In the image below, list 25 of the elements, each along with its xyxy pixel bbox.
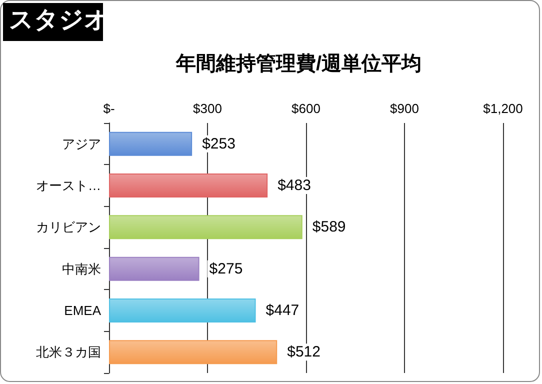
x-tick-label: $- bbox=[103, 101, 115, 116]
data-label: $512 bbox=[287, 344, 320, 361]
y-tick-label: オースト… bbox=[36, 178, 101, 193]
bar bbox=[109, 256, 200, 281]
y-tick-label: アジア bbox=[62, 136, 101, 152]
x-tick-label: $900 bbox=[390, 101, 419, 116]
data-label: $253 bbox=[202, 135, 236, 152]
y-tick-label: 北米３カ国 bbox=[36, 344, 101, 360]
bar bbox=[109, 215, 302, 240]
y-tick-label: EMEA bbox=[64, 303, 102, 318]
bar bbox=[109, 298, 256, 322]
data-label: $275 bbox=[209, 260, 243, 278]
data-label: $447 bbox=[266, 302, 300, 319]
bar bbox=[109, 132, 192, 156]
x-tick-label: $300 bbox=[193, 101, 222, 116]
text: スタジオ bbox=[9, 6, 109, 34]
bar bbox=[109, 340, 278, 364]
chart-title: 年間維持管理費/週単位平均 bbox=[175, 53, 422, 75]
x-tick-label: $600 bbox=[292, 101, 320, 116]
x-tick-label: $1,200 bbox=[483, 101, 523, 116]
y-tick-label: カリビアン bbox=[36, 220, 101, 235]
data-label: $483 bbox=[278, 177, 311, 194]
bar bbox=[109, 174, 268, 198]
y-tick-label: 中南米 bbox=[62, 261, 101, 276]
data-label: $589 bbox=[312, 218, 346, 236]
